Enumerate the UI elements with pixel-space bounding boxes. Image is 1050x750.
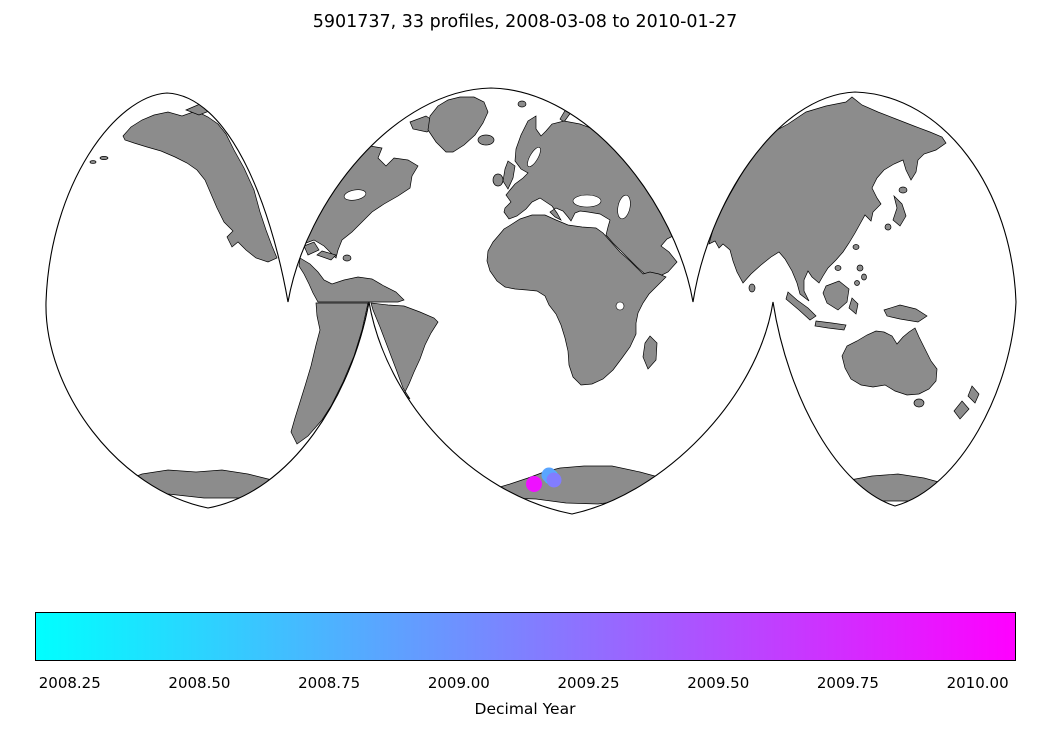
colorbar-tick-label: 2008.75 xyxy=(298,674,361,692)
colorbar-label: Decimal Year xyxy=(474,700,576,718)
colorbar-gradient xyxy=(35,612,1016,661)
land-ireland xyxy=(492,173,504,187)
colorbar-tick-label: 2009.25 xyxy=(557,674,620,692)
colorbar-ticks: 2008.25 2008.50 2008.75 2009.00 2009.25 2009.… xyxy=(0,674,1050,696)
land-asia xyxy=(708,96,947,302)
land-java xyxy=(814,320,847,331)
land-australia xyxy=(841,327,938,396)
black-sea xyxy=(572,194,602,208)
colorbar-tick-label: 2008.50 xyxy=(168,674,231,692)
land-central-america-sa-north xyxy=(298,257,405,303)
profile-marker xyxy=(546,472,562,488)
land-hispaniola xyxy=(342,254,352,262)
colorbar-tick-label: 2009.75 xyxy=(816,674,879,692)
land-japan-hokkaido xyxy=(898,186,908,194)
land-philippines-3 xyxy=(854,280,860,286)
land-africa xyxy=(486,214,667,386)
land-philippines-1 xyxy=(856,264,864,272)
land-japan-honshu xyxy=(892,194,907,227)
land-britain xyxy=(502,160,516,190)
colorbar-tick-label: 2009.00 xyxy=(427,674,490,692)
great-lakes xyxy=(343,189,367,201)
land-aleutian-1 xyxy=(99,156,109,160)
land-borneo xyxy=(822,280,850,311)
land-nz-south xyxy=(953,400,970,420)
land-south-america-east xyxy=(370,302,439,400)
colorbar-tick-label: 2008.25 xyxy=(38,674,101,692)
land-nz-north xyxy=(967,385,980,404)
land-cuba xyxy=(316,250,337,261)
baltic-sea xyxy=(527,146,541,168)
land-greenland xyxy=(427,96,489,153)
land-aleutian-2 xyxy=(89,160,97,164)
colorbar-tick-label: 2010.00 xyxy=(946,674,1009,692)
land-arctic-island-2 xyxy=(219,100,242,113)
land-svalbard xyxy=(517,100,527,108)
land-japan-kyushu xyxy=(884,223,892,231)
lake-victoria xyxy=(615,301,625,311)
profile-marker xyxy=(526,476,542,492)
land-south-america-west xyxy=(290,302,369,445)
land-philippines-2 xyxy=(861,273,867,281)
land-sumatra xyxy=(785,291,817,321)
land-madagascar xyxy=(642,335,658,370)
page-title: 5901737, 33 profiles, 2008-03-08 to 2010… xyxy=(312,12,738,32)
profile-points-layer xyxy=(526,467,562,492)
land-tasmania xyxy=(913,398,925,408)
land-sulawesi xyxy=(848,297,859,315)
colorbar-tick-label: 2009.50 xyxy=(687,674,750,692)
land-hainan xyxy=(834,265,842,271)
land-iceland xyxy=(477,134,495,146)
land-new-guinea xyxy=(883,304,928,323)
land-sri-lanka xyxy=(748,283,756,293)
land-taiwan xyxy=(852,244,860,250)
projection-outline xyxy=(45,87,1017,515)
land-yucatan xyxy=(303,241,320,256)
caspian-sea xyxy=(617,194,631,220)
